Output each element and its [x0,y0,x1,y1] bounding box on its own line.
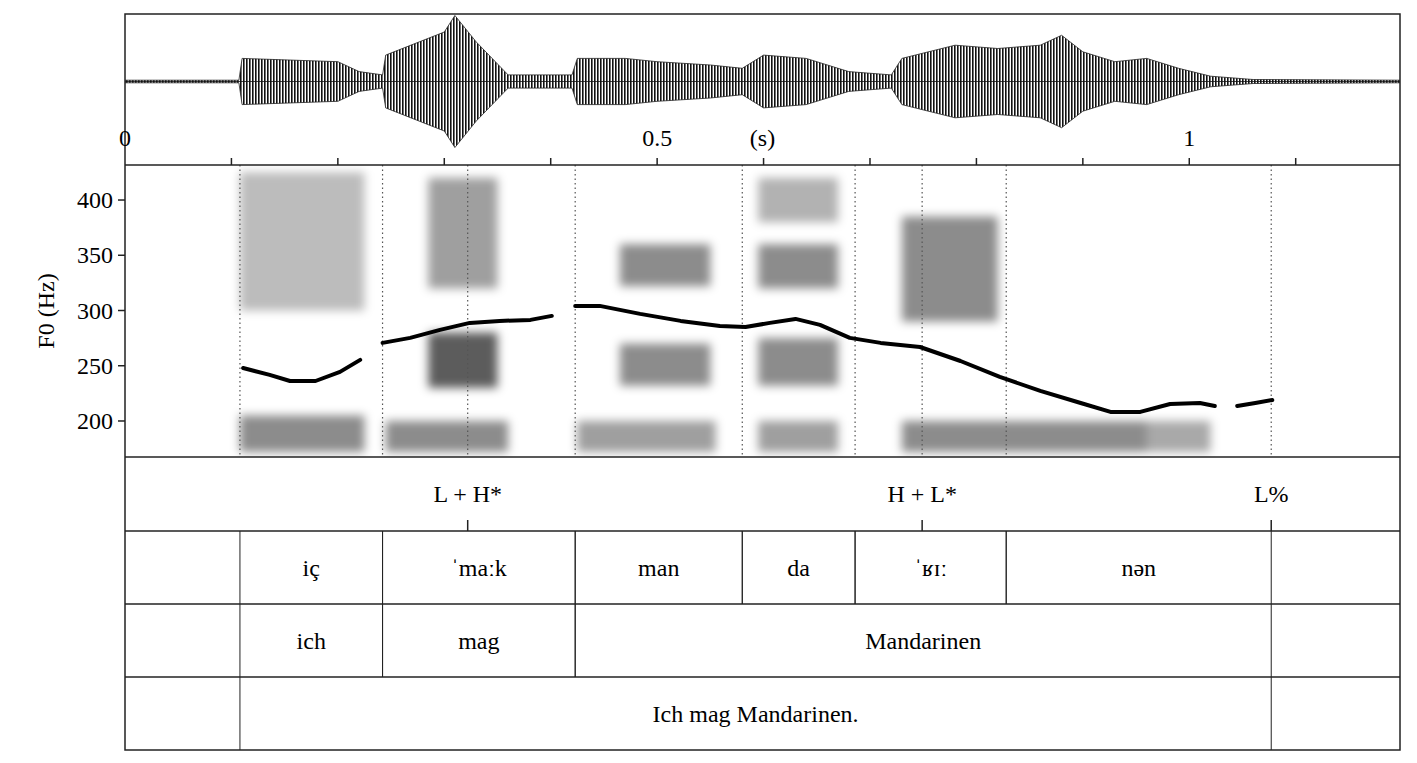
spectrogram-group [240,165,1272,457]
interval-boundary [575,604,576,677]
x-tick [1082,158,1084,165]
x-tick [1295,158,1297,165]
spectrogram-band [428,178,497,288]
y-tick [118,199,125,201]
spectrogram-band [902,217,998,322]
interval-label: nən [1121,555,1156,581]
y-tick [118,420,125,422]
x-axis-label: (s) [750,125,775,151]
spectrogram-band [240,172,365,310]
x-tick [656,158,658,165]
spectrogram-band [758,421,838,452]
tone-tick [467,520,469,531]
interval-label: mag [458,628,499,654]
y-tick [118,255,125,257]
x-tick [869,158,871,165]
y-axis-label: F0 (Hz) [33,273,59,348]
boundary-dotted-line [382,165,383,457]
spectrogram-band [1147,421,1211,452]
boundary-dotted-line [575,165,576,457]
spectrogram-bands [240,172,1211,452]
interval-boundary [1006,531,1007,604]
spectrogram-band [240,415,365,451]
interval-boundary [575,604,576,677]
interval-boundary [1006,531,1007,604]
spectrogram-band [902,421,1147,452]
tone-tick [921,520,923,531]
y-tick-label: 300 [77,298,113,324]
x-tick [550,158,552,165]
boundary-dotted-line [1006,165,1007,457]
interval-boundary [382,531,383,604]
panel-divider [125,676,1400,678]
interval-boundary [742,531,743,604]
boundary-dotted-line [854,165,855,457]
interval-boundary [742,531,743,604]
y-tick [118,310,125,312]
interval-label: iç [303,555,320,581]
interval-label: Mandarinen [865,628,981,654]
interval-label: ich [297,628,326,654]
spectrogram-band [386,421,508,452]
x-tick [976,158,978,165]
y-tick-label: 200 [77,408,113,434]
interval-label: man [638,555,679,581]
spectrogram-band [620,344,710,386]
x-tick-label: 0.5 [642,125,672,151]
boundary-dotted-line [742,165,743,457]
panel-divider [125,530,1400,532]
interval-boundary [239,531,240,604]
boundary-dotted-line [239,165,240,457]
x-tick [444,158,446,165]
spectrogram-band [758,178,838,222]
interval-boundary [1271,677,1272,750]
spectrogram-band [758,244,838,288]
y-tick-label: 400 [77,187,113,213]
boundary-dotted-line [922,165,923,457]
panel-divider [125,603,1400,605]
y-tick-label: 350 [77,242,113,268]
tone-label: L + H* [433,481,502,507]
interval-boundary [575,531,576,604]
x-tick-label: 1 [1183,125,1195,151]
interval-label: da [787,555,810,581]
interval-boundary [1271,604,1272,677]
tone-label: L% [1254,481,1289,507]
x-tick [763,158,765,165]
x-tick [1189,158,1191,165]
interval-boundary [382,604,383,677]
interval-boundary [575,531,576,604]
frame [125,14,1400,750]
tone-label: H + L* [887,481,957,507]
background [0,0,1417,763]
interval-boundary [1271,531,1272,604]
f0-contour [243,306,1272,412]
y-tick [118,365,125,367]
interval-boundary [382,531,383,604]
spectrogram-band [428,333,497,388]
interval-boundary [239,604,240,677]
y-tick-label: 250 [77,353,113,379]
panel-divider [125,456,1400,458]
spectrogram-band [758,338,838,386]
interval-boundary [382,604,383,677]
interval-label: ˈʁɪː [914,555,947,581]
interval-boundary [239,677,240,750]
x-tick-label: 0 [119,125,131,151]
boundary-dotted-line [1271,165,1272,457]
boundary-dotted-line [467,165,468,457]
interval-label: Ich mag Mandarinen. [653,701,859,727]
x-tick [231,158,233,165]
interval-label: ˈmaːk [451,555,507,581]
spectrogram-band [620,244,710,286]
interval-boundary [855,531,856,604]
figure: 0 0.5 1 (s) 200 250 300 350 400 F0 (Hz) L + H* H + … [0,0,1417,763]
panel-divider [125,164,1400,166]
interval-boundary [855,531,856,604]
spectrogram-band [577,421,715,452]
x-tick [337,158,339,165]
tone-tick [1270,520,1272,531]
